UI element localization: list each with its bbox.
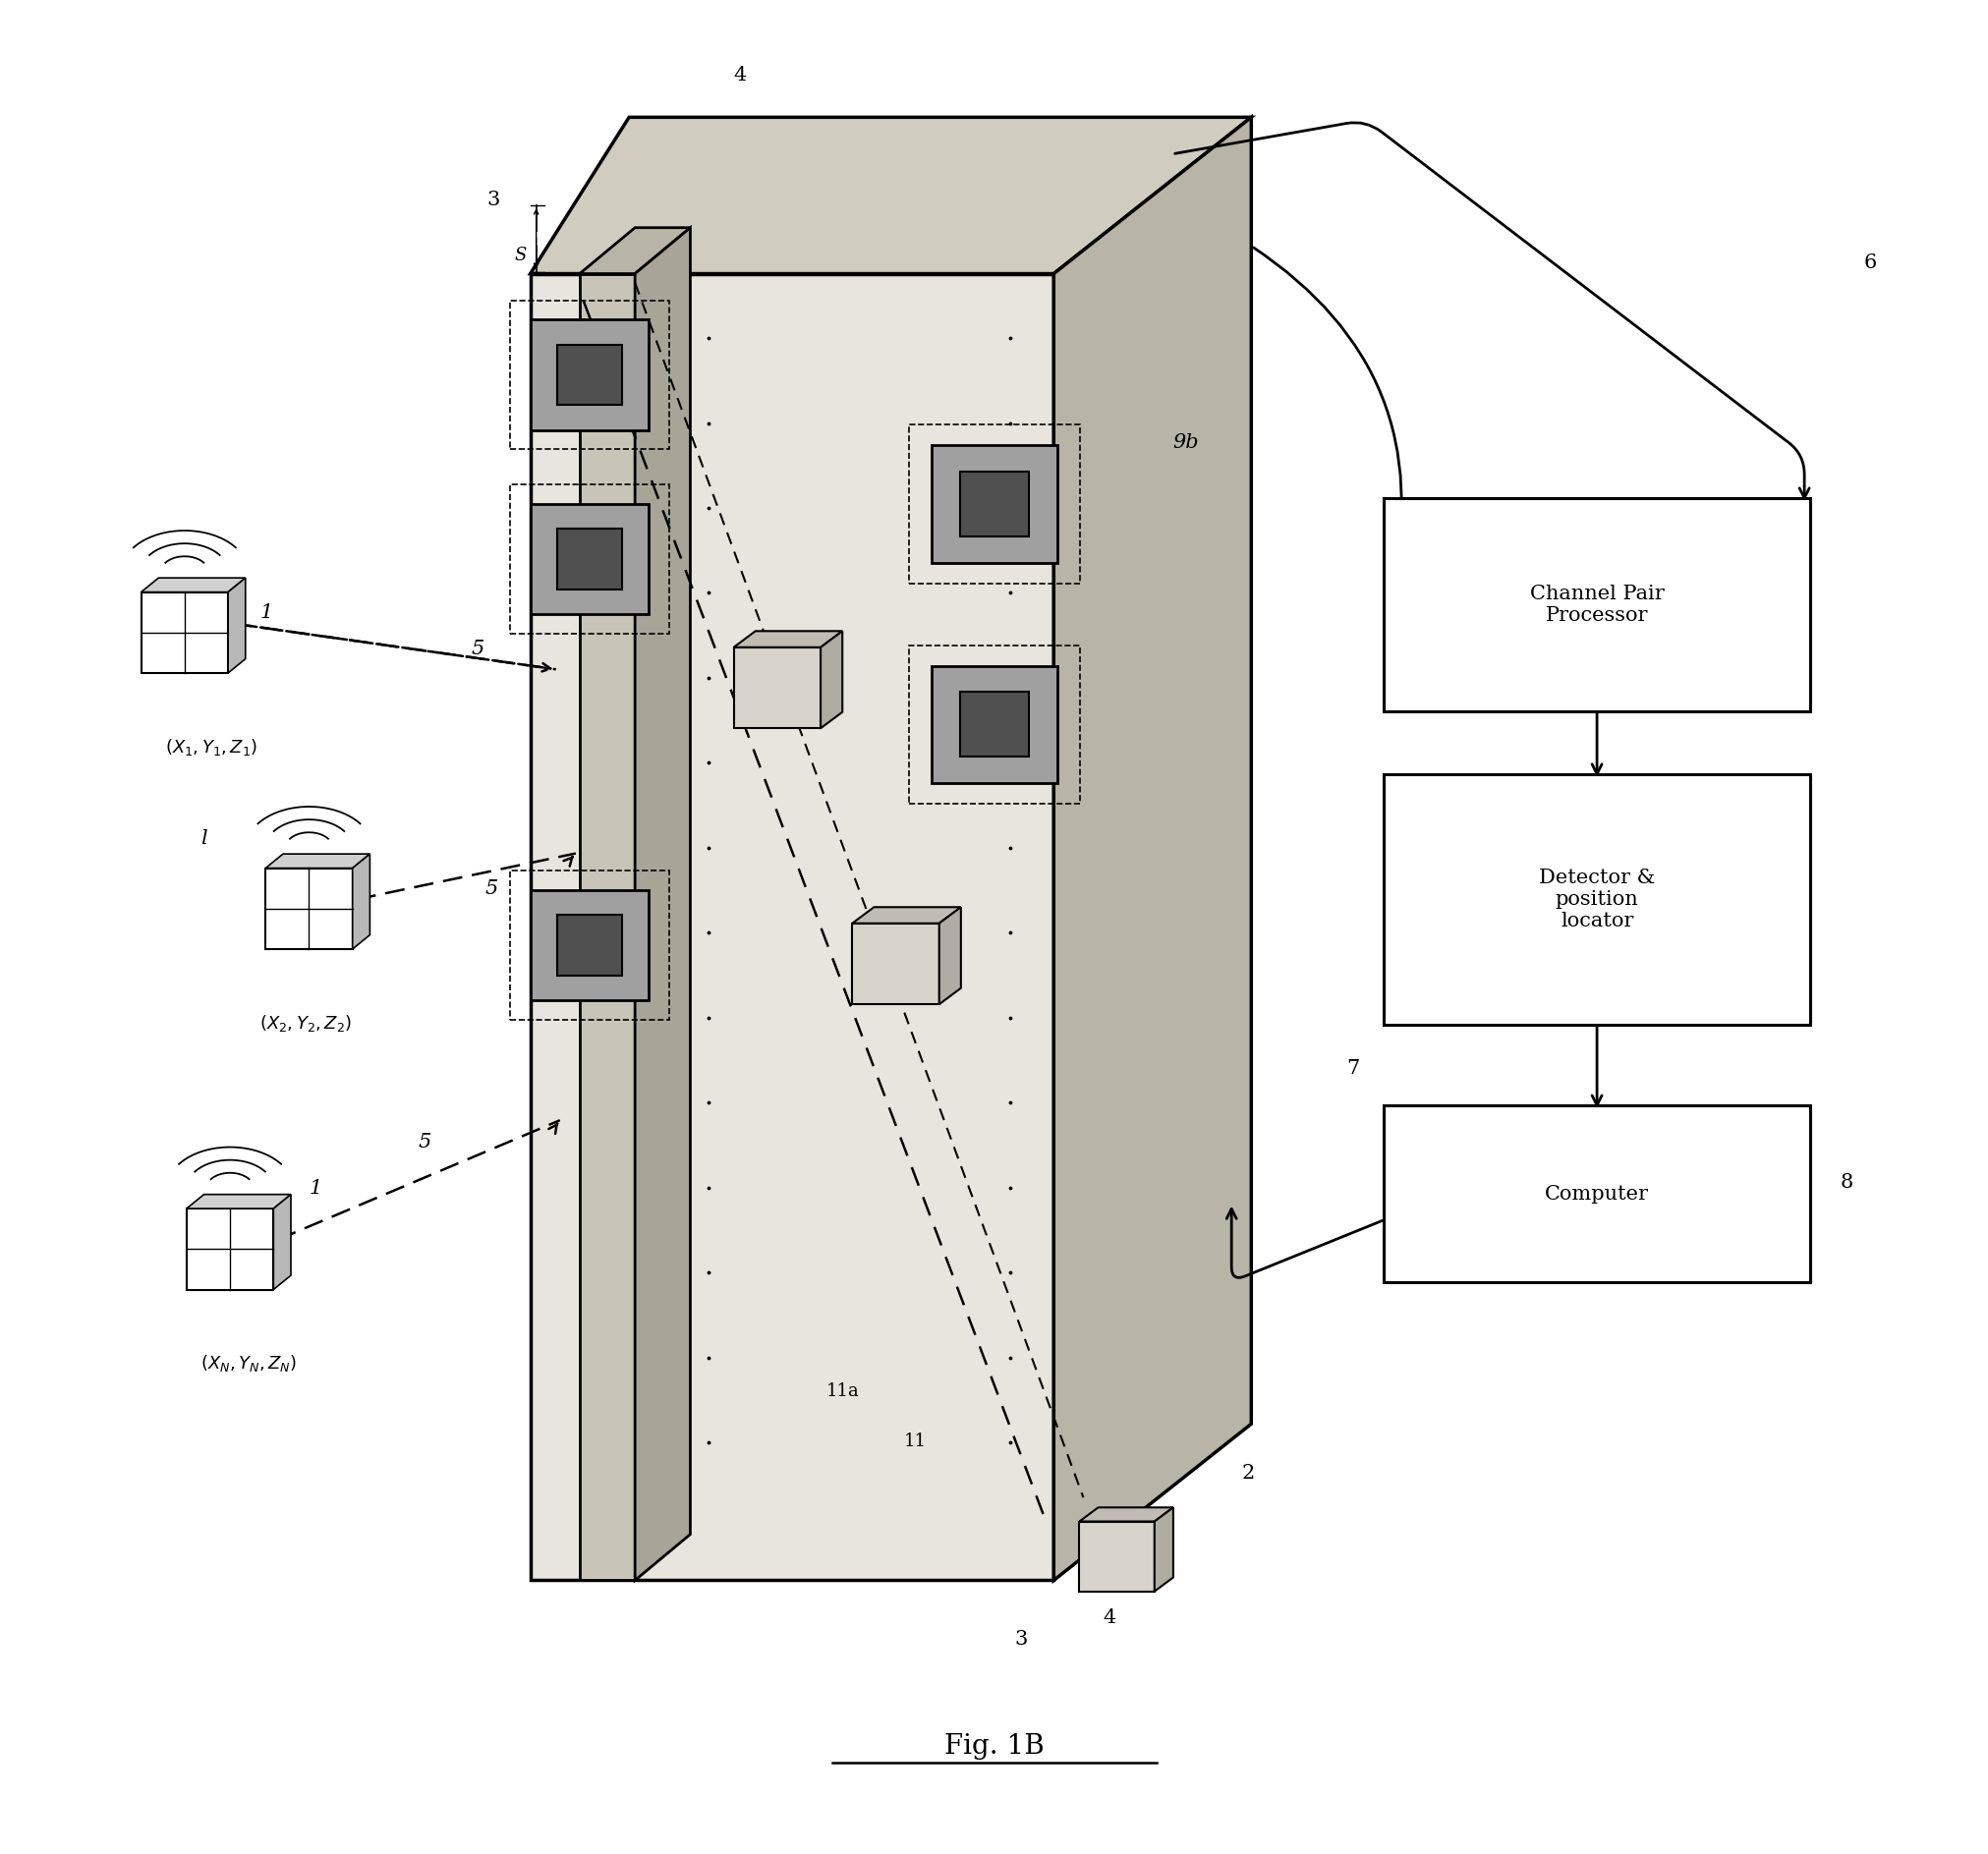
Text: Computer: Computer	[1545, 1185, 1648, 1203]
Bar	[960, 471, 1028, 536]
Bar	[557, 916, 622, 975]
Text: Fig. 1B: Fig. 1B	[944, 1733, 1044, 1759]
Text: 3: 3	[1014, 1630, 1028, 1648]
Text: 7: 7	[1346, 1059, 1358, 1079]
Polygon shape	[187, 1194, 290, 1209]
Text: 4: 4	[1103, 1607, 1115, 1626]
Text: $(X_1,Y_1,Z_1)$: $(X_1,Y_1,Z_1)$	[165, 736, 256, 756]
Bar	[557, 528, 622, 590]
FancyBboxPatch shape	[1384, 499, 1809, 712]
Polygon shape	[938, 907, 960, 1005]
Text: 4: 4	[734, 65, 746, 85]
Polygon shape	[851, 907, 960, 923]
Bar	[141, 591, 229, 673]
Bar	[734, 647, 821, 729]
Polygon shape	[579, 228, 690, 274]
Bar	[960, 692, 1028, 756]
Bar	[266, 868, 352, 949]
Bar	[509, 300, 670, 449]
Text: 5: 5	[471, 640, 483, 658]
Bar	[930, 666, 1058, 784]
Bar	[851, 923, 938, 1005]
Bar	[509, 871, 670, 1020]
Polygon shape	[734, 630, 843, 647]
FancyBboxPatch shape	[1384, 1105, 1809, 1283]
Text: $(X_N,Y_N,Z_N)$: $(X_N,Y_N,Z_N)$	[201, 1353, 296, 1374]
Bar	[531, 504, 648, 614]
Text: Channel Pair
Processor: Channel Pair Processor	[1529, 584, 1664, 625]
Text: 5: 5	[417, 1133, 431, 1151]
Text: 1: 1	[308, 1179, 322, 1198]
Text: 3: 3	[487, 191, 499, 210]
Polygon shape	[229, 578, 245, 673]
Polygon shape	[274, 1194, 290, 1290]
Bar	[557, 345, 622, 406]
Text: S: S	[515, 247, 527, 265]
Polygon shape	[1153, 1507, 1173, 1591]
Polygon shape	[634, 228, 690, 1580]
Text: 11: 11	[903, 1433, 926, 1450]
Text: 9b: 9b	[1171, 434, 1199, 452]
Bar	[1079, 1522, 1153, 1591]
Text: Detector &
position
locator: Detector & position locator	[1539, 868, 1654, 931]
Text: 5: 5	[485, 879, 497, 897]
Bar	[531, 319, 648, 430]
Bar	[509, 484, 670, 634]
Bar	[531, 890, 648, 1001]
Polygon shape	[1054, 117, 1250, 1580]
FancyBboxPatch shape	[1384, 775, 1809, 1025]
Text: l: l	[201, 829, 207, 847]
Text: 2: 2	[1241, 1465, 1254, 1483]
Text: $(X_2,Y_2,Z_2)$: $(X_2,Y_2,Z_2)$	[260, 1012, 352, 1033]
Polygon shape	[531, 274, 1054, 1580]
Polygon shape	[266, 855, 370, 868]
Bar	[909, 425, 1079, 584]
Text: 6: 6	[1863, 254, 1877, 273]
Bar	[187, 1209, 274, 1290]
Text: 8: 8	[1839, 1174, 1853, 1192]
Polygon shape	[352, 855, 370, 949]
Polygon shape	[531, 117, 1250, 274]
Polygon shape	[579, 274, 634, 1580]
Text: 1: 1	[260, 603, 272, 621]
Polygon shape	[141, 578, 245, 591]
Polygon shape	[1079, 1507, 1173, 1522]
Bar	[909, 645, 1079, 805]
Bar	[930, 445, 1058, 562]
Polygon shape	[821, 630, 843, 729]
Text: 11a: 11a	[827, 1383, 859, 1400]
